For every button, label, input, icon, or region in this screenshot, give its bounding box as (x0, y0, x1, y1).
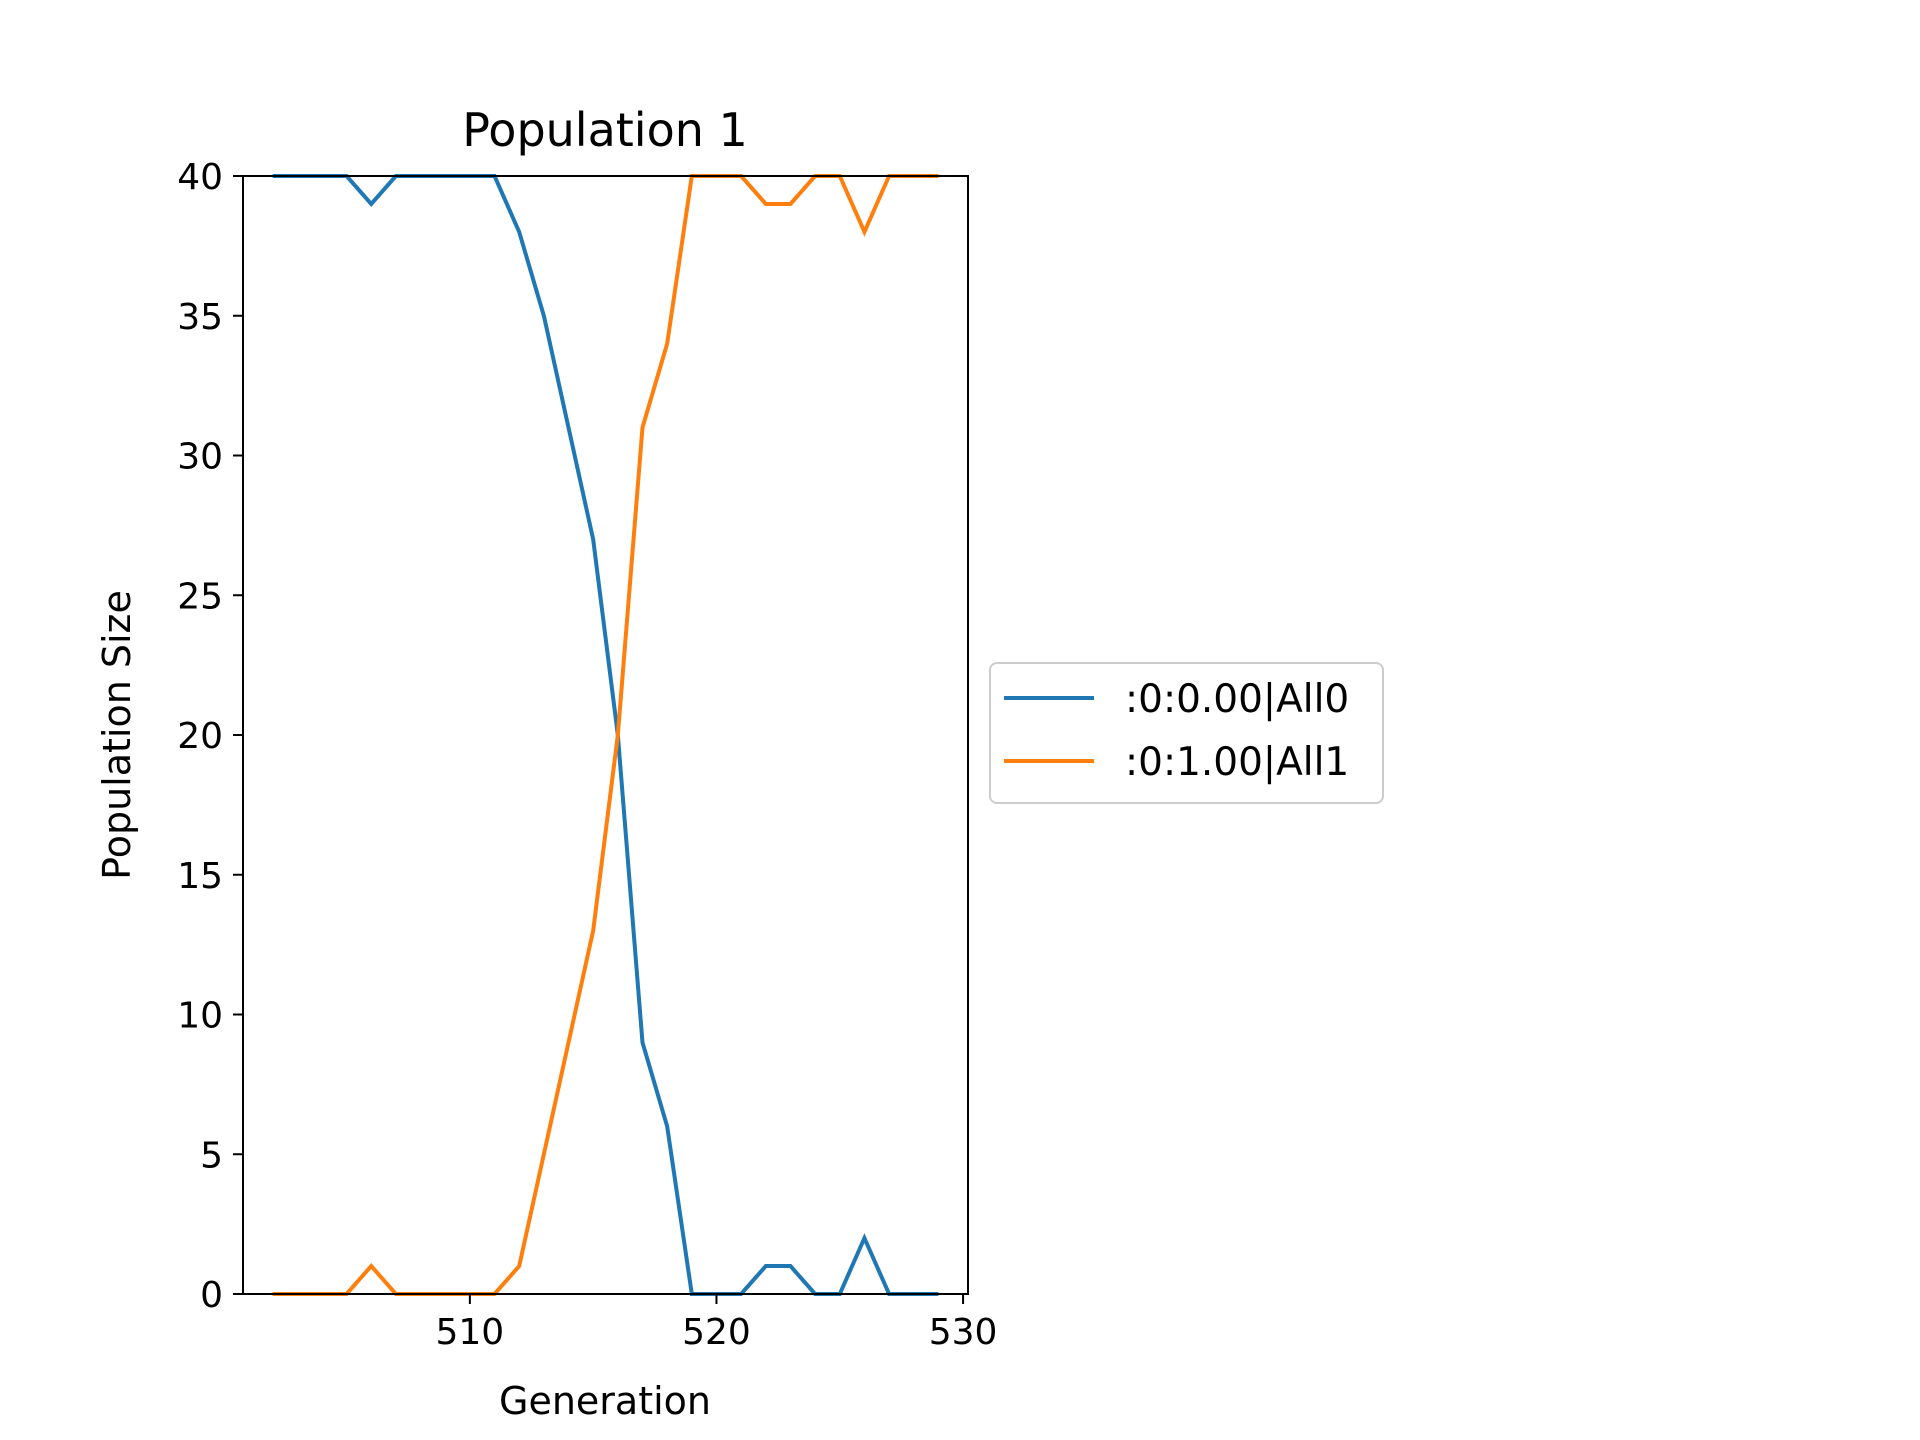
y-tick-label: 40 (177, 157, 223, 198)
series-line-1 (272, 174, 939, 1296)
y-tick-label: 15 (177, 856, 223, 897)
y-tick-label: 20 (177, 716, 223, 757)
series-layer (272, 174, 939, 1296)
legend-label-series-1: :0:0.00|All0 (1125, 677, 1349, 722)
axes-frame (242, 175, 969, 1295)
x-axis-label: Generation (499, 1379, 711, 1423)
chart-title: Population 1 (462, 103, 748, 157)
y-axis-ticks: 0 5 10 15 20 25 30 35 40 (177, 157, 243, 1316)
legend-label-series-2: :0:1.00|All1 (1125, 740, 1349, 785)
legend: :0:0.00|All0 :0:1.00|All1 (989, 662, 1384, 804)
x-axis-ticks: 510 520 530 (436, 1294, 998, 1353)
y-tick-label: 10 (177, 996, 223, 1037)
y-tick-label: 25 (177, 576, 223, 617)
y-tick-label: 5 (200, 1135, 223, 1176)
x-tick-label: 530 (929, 1312, 998, 1353)
y-tick-label: 30 (177, 437, 223, 478)
series-line-2 (272, 174, 939, 1296)
x-tick-label: 520 (682, 1312, 751, 1353)
x-tick-label: 510 (436, 1312, 505, 1353)
y-axis-label: Population Size (95, 590, 139, 880)
y-tick-label: 35 (177, 297, 223, 338)
y-tick-label: 0 (200, 1275, 223, 1316)
